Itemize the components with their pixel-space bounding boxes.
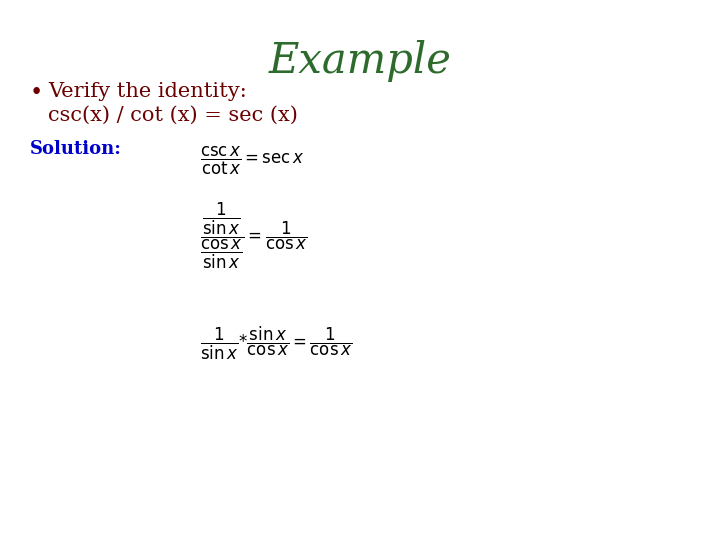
Text: $\dfrac{1}{\sin x} {*} \dfrac{\sin x}{\cos x} = \dfrac{1}{\cos x}$: $\dfrac{1}{\sin x} {*} \dfrac{\sin x}{\c… xyxy=(200,325,352,362)
Text: Example: Example xyxy=(269,40,451,82)
Text: Solution:: Solution: xyxy=(30,140,122,158)
Text: csc(x) / cot (x) = sec (x): csc(x) / cot (x) = sec (x) xyxy=(48,106,298,125)
Text: $\dfrac{\mathrm{csc}\,x}{\mathrm{cot}\,x} = \mathrm{sec}\,x$: $\dfrac{\mathrm{csc}\,x}{\mathrm{cot}\,x… xyxy=(200,145,305,177)
Text: $\dfrac{\dfrac{1}{\sin x}}{\dfrac{\cos x}{\sin x}} = \dfrac{1}{\cos x}$: $\dfrac{\dfrac{1}{\sin x}}{\dfrac{\cos x… xyxy=(200,200,307,271)
Text: •: • xyxy=(30,82,43,104)
Text: Verify the identity:: Verify the identity: xyxy=(48,82,247,101)
